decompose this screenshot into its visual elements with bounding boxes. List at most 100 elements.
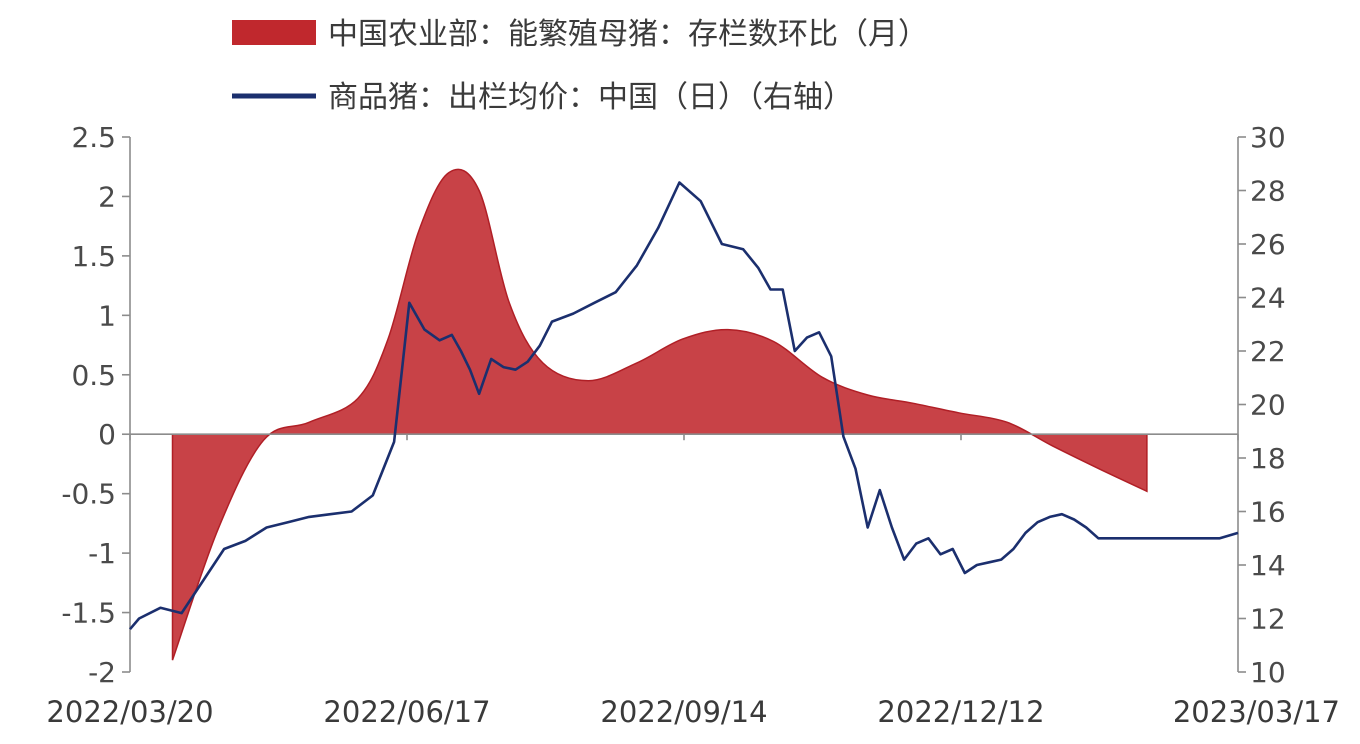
hog-price-point [964,572,965,573]
hog-price-point [266,527,267,528]
left-axis-tick-label: 2 [98,180,116,213]
right-axis-tick-label: 26 [1250,228,1286,261]
hog-price-point [1195,538,1196,539]
hog-price-point [1098,538,1099,539]
hog-price-point [1146,538,1147,539]
hog-price-point [658,227,659,228]
legend-swatch-sows-area [232,20,316,45]
sow-inventory-point [727,329,729,331]
sow-inventory-point [478,190,480,192]
right-axis-tick-label: 12 [1250,603,1286,636]
tick-labels: -2 -1.5 -1 -0.5 0 0.5 1 1.5 2 2.5 10 12 14 16 18 20 22 24… [46,121,1340,729]
sow-inventory-point [867,394,869,396]
left-axis-tick-label: 2.5 [71,121,116,154]
right-axis-tick-label: 22 [1250,335,1286,368]
hog-price-point [794,350,795,351]
hog-price-point [636,265,637,266]
hog-price-point [181,613,182,614]
hog-price-point [806,337,807,338]
hog-price-point [491,358,492,359]
hog-price-point [916,543,917,544]
hog-price-point [855,468,856,469]
hog-price-point [770,289,771,290]
hog-price-point [1061,514,1062,515]
hog-price-point [479,393,480,394]
hog-price-point [1171,538,1172,539]
hog-price-point [409,302,410,303]
left-axis-tick-label: -1.5 [61,597,116,630]
hog-price-point [758,268,759,269]
hog-price-point [451,334,452,335]
hog-price-point [843,436,844,437]
hog-price-point [831,356,832,357]
hog-price-point [700,201,701,202]
hog-price-point [460,350,461,351]
left-axis-tick-label: 0.5 [71,359,116,392]
hog-price-point [679,182,680,183]
hog-price-point [573,313,574,314]
hog-price-line-layer [129,181,1239,631]
legend: 中国农业部：能繁殖母猪：存栏数环比（月） 商品猪：出栏均价：中国（日）（右轴） [232,17,928,115]
hog-price-point [867,527,868,528]
right-axis-tick-label: 30 [1250,121,1286,154]
hog-price-point [1049,516,1050,517]
hog-price-point [952,548,953,549]
sow-inventory-point [958,412,960,414]
hog-price-point [551,321,552,322]
hog-price-point [1207,538,1208,539]
hog-price-point [1110,538,1111,539]
hog-price-point [515,369,516,370]
sow-inventory-point [1146,491,1148,493]
x-axis-tick-label: 2023/03/17 [1173,695,1340,729]
hog-price-point [819,332,820,333]
hog-price-point [1122,538,1123,539]
hog-price-point [1025,532,1026,533]
hog-price-point [202,580,203,581]
hog-price-point [989,562,990,563]
sow-inventory-area-layer [171,168,1148,661]
x-axis-tick-label: 2022/12/12 [877,695,1044,729]
hog-price-point [439,340,440,341]
sow-inventory-point [636,362,638,364]
hog-price-point [891,527,892,528]
hog-price-point [721,243,722,244]
right-axis-tick-label: 10 [1250,656,1286,689]
hog-price-point [1219,538,1220,539]
hog-price-point [139,618,140,619]
sow-inventory-point [912,403,914,405]
hog-price-point [904,559,905,560]
sow-inventory-point [1052,445,1054,447]
sow-inventory-point [217,529,219,531]
right-axis-tick-label: 16 [1250,496,1286,529]
hog-price-point [1134,538,1135,539]
hog-price-point [527,361,528,362]
hog-price-point [615,292,616,293]
right-axis-tick-label: 20 [1250,389,1286,422]
hog-price-point [503,367,504,368]
hog-price-point [539,345,540,346]
hog-price-point [129,629,130,630]
hog-price-point [940,554,941,555]
sow-inventory-point [418,231,420,233]
axes [122,136,1246,673]
sow-inventory-point [588,380,590,382]
hog-price-point [351,511,352,512]
x-axis-tick-label: 2022/06/17 [323,695,490,729]
sow-inventory-point [448,172,450,174]
hog-price-point [782,289,783,290]
hog-price-point [245,540,246,541]
left-axis-tick-label: 1.5 [71,240,116,273]
hog-price-point [287,522,288,523]
sow-inventory-point [308,422,310,424]
sow-inventory-point [542,362,544,364]
hog-price-point [594,302,595,303]
hog-price-point [394,441,395,442]
left-axis-tick-label: 0 [98,418,116,451]
sow-inventory-point [1007,422,1009,424]
hog-price-point [743,249,744,250]
sow-inventory-point [1101,469,1103,471]
right-axis-tick-label: 24 [1250,282,1286,315]
hog-price-point [1237,532,1238,533]
hog-price-point [1013,548,1014,549]
